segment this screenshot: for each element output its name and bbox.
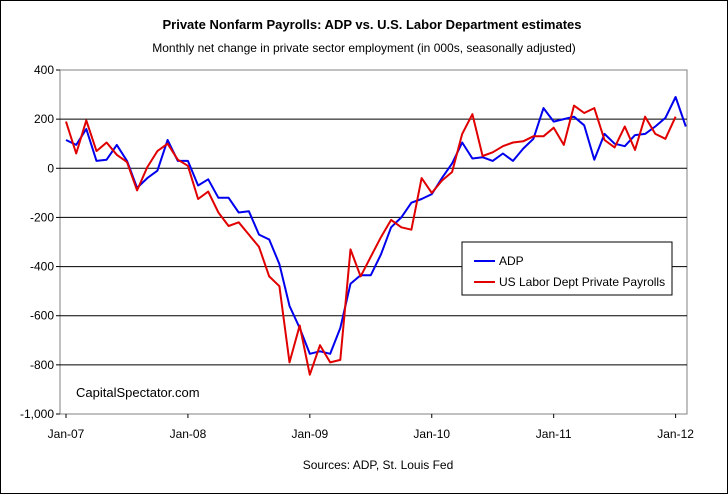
y-tick-label: -800 [30, 358, 54, 372]
source-note: Sources: ADP, St. Louis Fed [303, 458, 454, 472]
y-tick-label: 0 [47, 161, 54, 175]
legend: ADP US Labor Dept Private Payrolls [461, 241, 673, 296]
x-tick-label: Jan-09 [291, 427, 328, 441]
y-tick-label: 200 [34, 112, 54, 126]
y-tick-label: -600 [30, 309, 54, 323]
legend-label-us-labor-dept: US Labor Dept Private Payrolls [499, 275, 665, 289]
x-tick-label: Jan-12 [657, 427, 694, 441]
y-tick-label: -200 [30, 210, 54, 224]
y-axis: 400 200 0 -200 -400 -600 -800 -1,000 [20, 63, 60, 421]
watermark: CapitalSpectator.com [76, 385, 200, 400]
x-tick-label: Jan-07 [48, 427, 85, 441]
x-tick-label: Jan-10 [413, 427, 450, 441]
chart-subtitle: Monthly net change in private sector emp… [152, 41, 576, 55]
y-tick-label: 400 [34, 63, 54, 77]
legend-box [461, 241, 673, 296]
series-lines [65, 96, 687, 376]
series-line-adp [65, 96, 687, 355]
x-axis: Jan-07 Jan-08 Jan-09 Jan-10 Jan-11 Jan-12 [48, 414, 694, 441]
chart-title: Private Nonfarm Payrolls: ADP vs. U.S. L… [162, 17, 581, 32]
y-tick-label: -1,000 [20, 407, 54, 421]
series-line-us-labor-dept [65, 104, 677, 376]
x-tick-label: Jan-11 [536, 427, 572, 441]
x-tick-label: Jan-08 [170, 427, 207, 441]
legend-label-adp: ADP [499, 254, 524, 268]
y-tick-label: -400 [30, 260, 54, 274]
